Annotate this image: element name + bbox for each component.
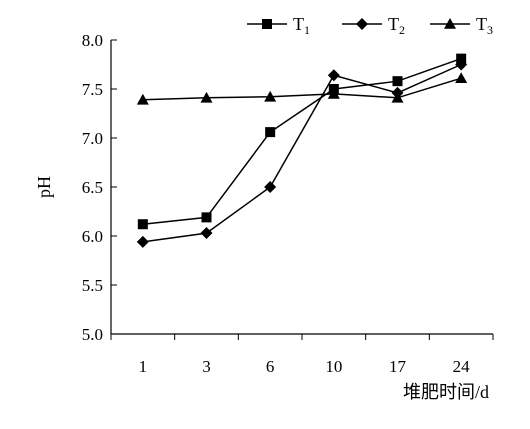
data-point-t3	[200, 91, 213, 103]
data-point-t1	[201, 212, 212, 223]
data-point-t3	[391, 91, 404, 103]
x-tick-label: 17	[389, 357, 407, 376]
data-point-t3	[136, 93, 149, 105]
data-point-t1	[137, 219, 148, 230]
legend-marker-t2	[356, 18, 368, 30]
data-point-t3	[264, 90, 277, 102]
data-point-t2	[200, 227, 213, 240]
series-line-t3	[142, 77, 462, 101]
y-tick-label: 7.5	[82, 80, 103, 99]
data-point-t1	[265, 127, 276, 138]
legend-label-t3: T3	[476, 14, 493, 37]
y-axis-title: pH	[34, 176, 54, 198]
legend-marker-t1	[262, 19, 272, 29]
data-point-t3	[327, 87, 340, 99]
legend: T1 T2 T3	[247, 14, 493, 37]
data-point-t2	[264, 181, 277, 193]
x-tick-label: 6	[266, 357, 275, 376]
series-markers	[136, 53, 468, 248]
data-point-t2	[136, 235, 149, 248]
y-tick-label: 6.5	[82, 178, 103, 197]
legend-label-main: T	[293, 14, 304, 34]
x-tick-label: 10	[325, 357, 342, 376]
data-point-t2	[327, 69, 340, 82]
x-tick-label: 1	[139, 357, 148, 376]
y-tick-label: 5.5	[82, 276, 103, 295]
legend-label-main: T	[476, 14, 487, 34]
data-point-t3	[455, 72, 468, 84]
data-point-t1	[392, 76, 403, 87]
y-tick-label: 8.0	[82, 31, 103, 50]
legend-label-subscript: 1	[304, 23, 310, 37]
series-line-t1	[142, 57, 462, 225]
y-tick-label: 7.0	[82, 129, 103, 148]
series-line-t2	[142, 63, 462, 243]
legend-marker-t3	[444, 18, 456, 29]
x-tick-label: 3	[202, 357, 211, 376]
x-tick-label: 24	[453, 357, 471, 376]
legend-label-t1: T1	[293, 14, 310, 37]
series-lines	[142, 57, 462, 243]
y-tick-label: 6.0	[82, 227, 103, 246]
data-point-t2	[455, 58, 468, 71]
legend-label-subscript: 2	[399, 23, 405, 37]
y-tick-label: 5.0	[82, 325, 103, 344]
x-axis-title: 堆肥时间/d	[403, 382, 489, 402]
axes: 5.0 5.5 6.0 6.5 7.0 7.5 8.0 1 3 6 10 17 24 pH 堆肥时间/d	[34, 31, 494, 402]
legend-label-main: T	[388, 14, 399, 34]
legend-label-t2: T2	[388, 14, 405, 37]
legend-label-subscript: 3	[487, 23, 493, 37]
